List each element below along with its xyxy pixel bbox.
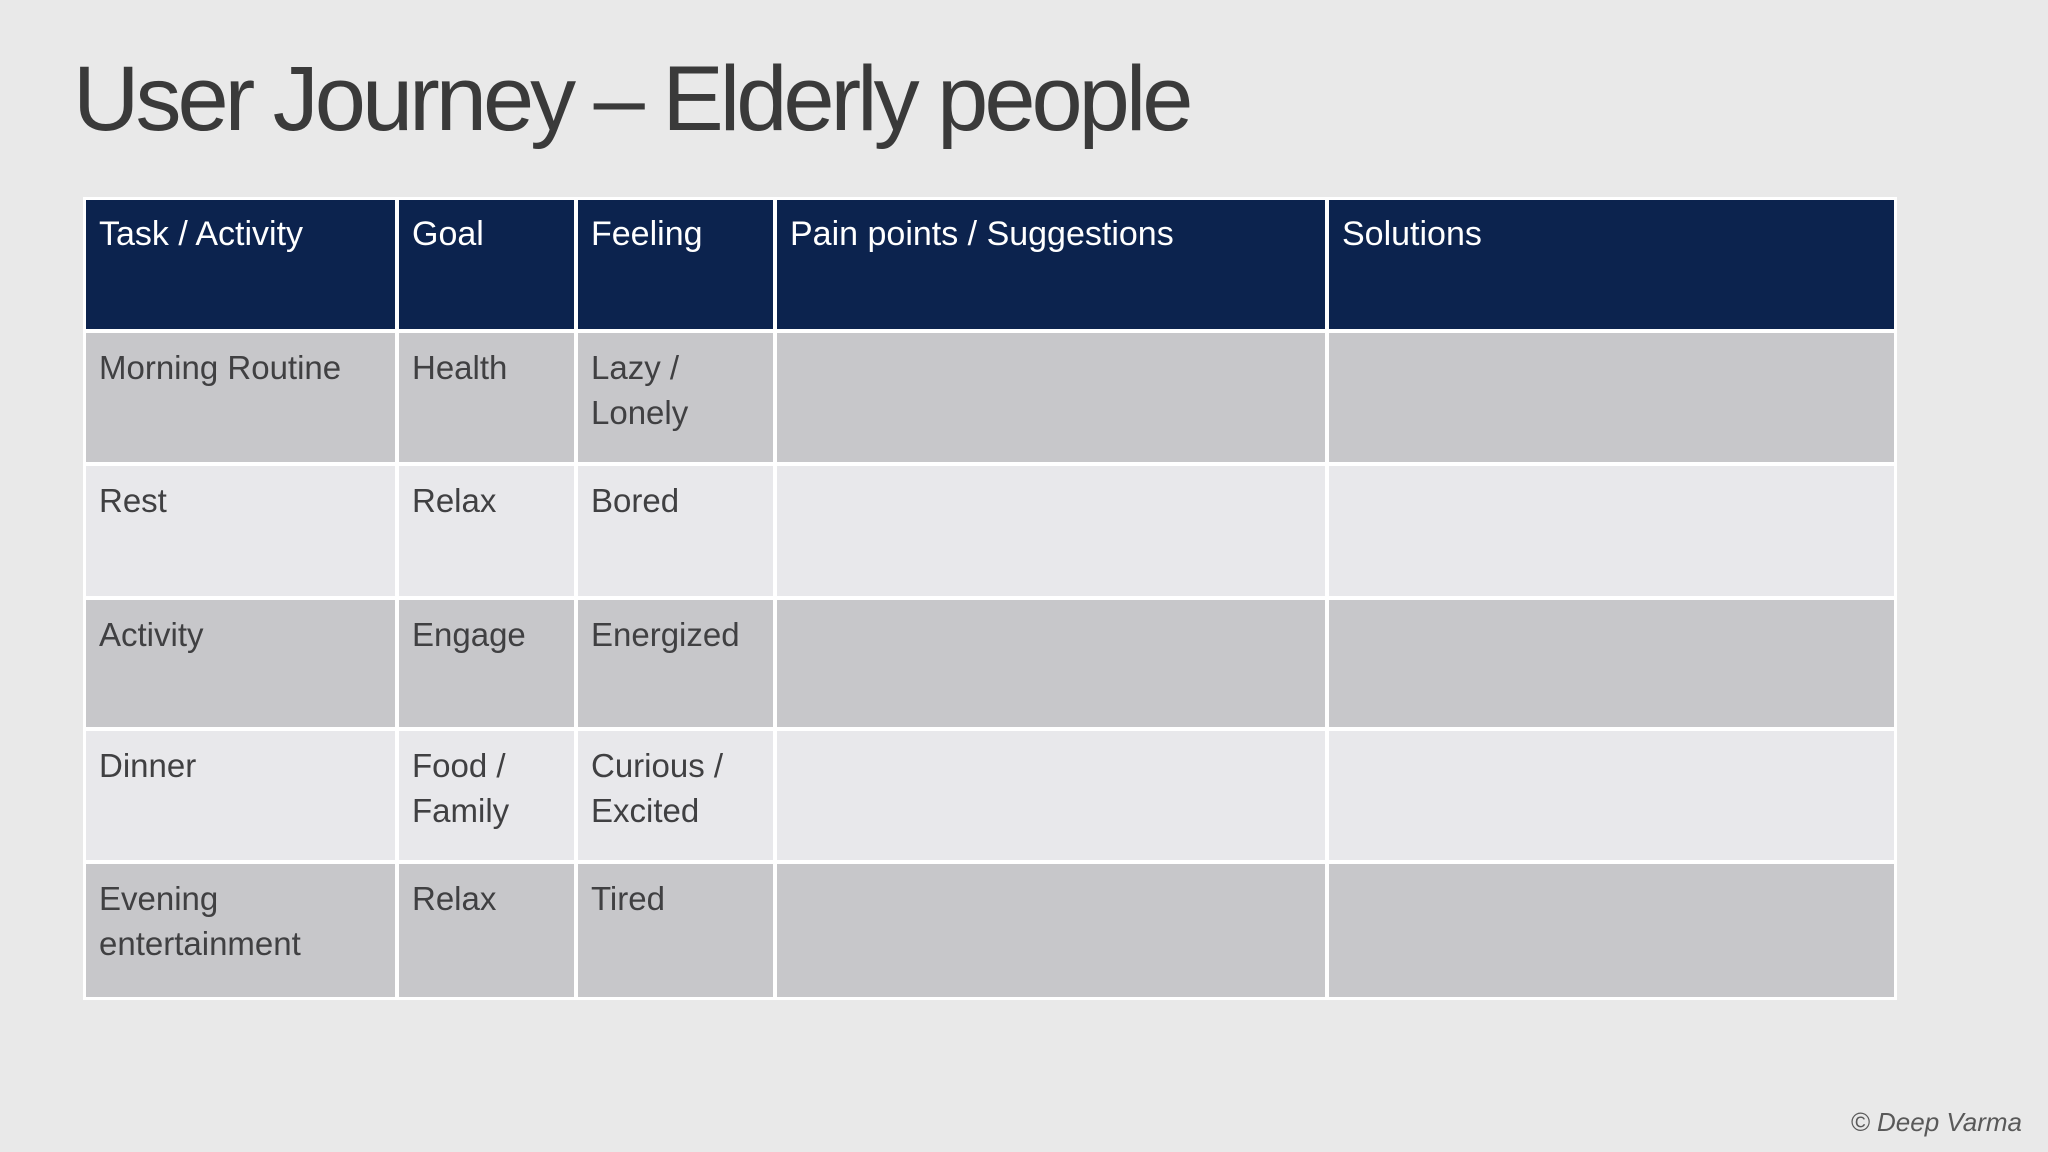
- header-cell-pain-points: Pain points / Suggestions: [777, 200, 1325, 329]
- header-cell-solutions: Solutions: [1329, 200, 1894, 329]
- copyright-credit: © Deep Varma: [1850, 1107, 2022, 1137]
- cell-r3-solutions: [1329, 600, 1894, 727]
- cell-r4-task: Dinner: [86, 731, 395, 860]
- cell-r5-feeling: Tired: [578, 864, 773, 997]
- cell-r4-pain-points: [777, 731, 1325, 860]
- header-cell-goal: Goal: [399, 200, 574, 329]
- cell-r4-goal: Food / Family: [399, 731, 574, 860]
- cell-r2-feeling: Bored: [578, 466, 773, 596]
- cell-r2-pain-points: [777, 466, 1325, 596]
- cell-r4-feeling: Curious / Excited: [578, 731, 773, 860]
- cell-r4-solutions: [1329, 731, 1894, 860]
- header-cell-task-activity: Task / Activity: [86, 200, 395, 329]
- cell-r3-goal: Engage: [399, 600, 574, 727]
- cell-r1-goal: Health: [399, 333, 574, 462]
- page-title: User Journey – Elderly people: [73, 48, 1193, 150]
- header-cell-feeling: Feeling: [578, 200, 773, 329]
- cell-r3-feeling: Energized: [578, 600, 773, 727]
- cell-r5-task: Evening entertainment: [86, 864, 395, 997]
- cell-r1-solutions: [1329, 333, 1894, 462]
- cell-r2-task: Rest: [86, 466, 395, 596]
- cell-r3-task: Activity: [86, 600, 395, 727]
- cell-r1-feeling: Lazy / Lonely: [578, 333, 773, 462]
- cell-r5-solutions: [1329, 864, 1894, 997]
- cell-r3-pain-points: [777, 600, 1325, 727]
- cell-r2-solutions: [1329, 466, 1894, 596]
- cell-r5-goal: Relax: [399, 864, 574, 997]
- cell-r1-pain-points: [777, 333, 1325, 462]
- cell-r5-pain-points: [777, 864, 1325, 997]
- cell-r1-task: Morning Routine: [86, 333, 395, 462]
- user-journey-table: Task / Activity Goal Feeling Pain points…: [83, 197, 1897, 1000]
- cell-r2-goal: Relax: [399, 466, 574, 596]
